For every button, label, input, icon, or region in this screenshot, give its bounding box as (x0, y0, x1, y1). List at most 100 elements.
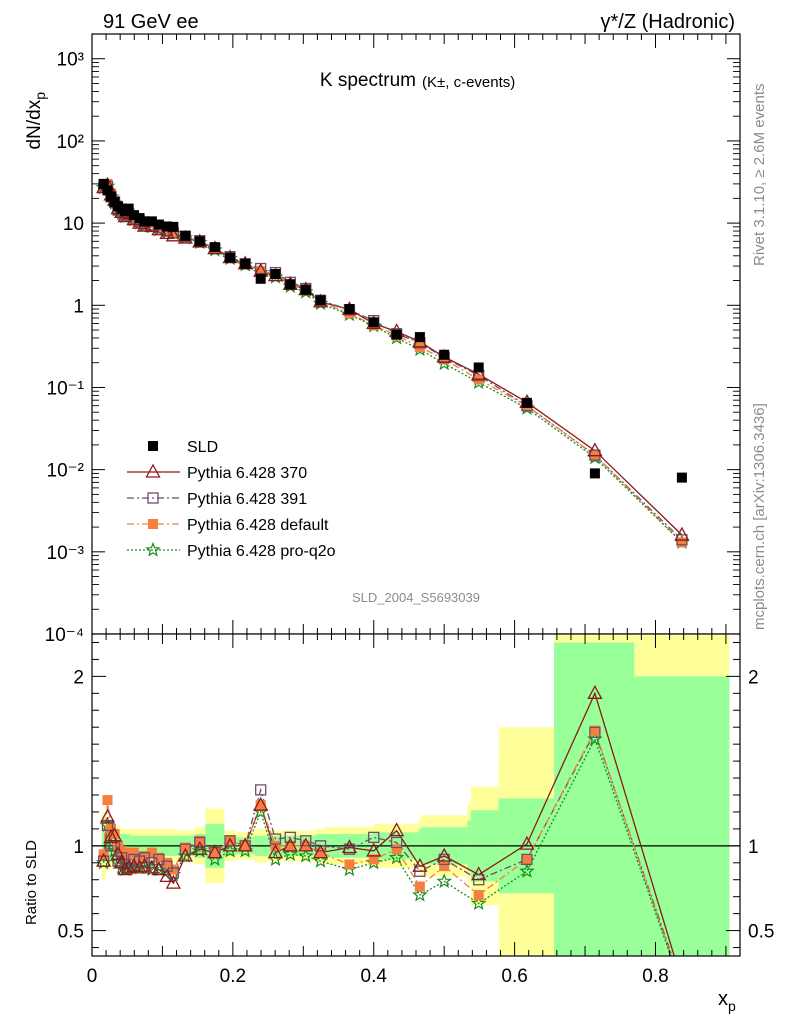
ratio-point (519, 863, 535, 878)
ratio-point (312, 852, 329, 868)
ratio-point (298, 847, 314, 863)
plot-title: K spectrum (320, 70, 416, 91)
legend-label: Pythia 6.428 370 (187, 465, 307, 482)
ratio-panel: 0.5 0.5 1 1 2 2 0 0.2 0.4 0.6 0.8 Ratio to SLD xp (23, 633, 774, 1014)
ratio-point (237, 837, 253, 852)
legend-marker (145, 541, 161, 557)
ratio-point (344, 859, 355, 870)
ratio-point (255, 800, 266, 811)
data-point (676, 537, 687, 548)
ratio-point (109, 828, 120, 839)
y-tick-label: 10⁻¹ (47, 378, 85, 399)
ratio-point (103, 829, 119, 844)
legend-entry: Pythia 6.428 370 (127, 463, 307, 482)
legend-entry: Pythia 6.428 default (127, 517, 329, 534)
ratio-point (255, 784, 267, 796)
ratio-point (521, 854, 532, 865)
x-tick-label: 0.8 (642, 966, 668, 987)
ratio-point (436, 847, 452, 862)
ratio-point (298, 837, 314, 852)
ratio-point (253, 796, 269, 811)
x-tick-label: 0 (87, 966, 98, 987)
ratio-point (192, 840, 208, 855)
data-point (255, 273, 266, 284)
ratio-point (144, 859, 160, 874)
legend-entry: Pythia 6.428 391 (127, 491, 307, 508)
ratio-point (224, 835, 236, 847)
data-point (589, 468, 600, 479)
ratio-point (314, 840, 327, 852)
data-point (153, 219, 164, 230)
y-tick-label: 1 (73, 296, 84, 317)
ratio-point (587, 684, 603, 699)
data-point (168, 227, 179, 238)
ratio-point (209, 847, 220, 858)
data-point (168, 221, 179, 232)
y-tick-label: 10⁻² (47, 461, 85, 482)
ratio-point (177, 847, 193, 862)
data-point (300, 284, 311, 295)
data-point (439, 349, 450, 360)
data-point (225, 252, 236, 263)
ratio-point (439, 861, 450, 872)
ratio-point (471, 866, 487, 881)
x-tick-label: 0.4 (361, 966, 388, 987)
ratio-point (341, 839, 358, 854)
inner-uncertainty-band (634, 676, 730, 956)
ratio-point (282, 837, 298, 852)
ratio-point (194, 835, 205, 846)
ratio-point (473, 889, 484, 900)
ratio-point (368, 831, 380, 844)
data-point (414, 332, 425, 343)
legend-marker (148, 441, 158, 451)
ratio-point (180, 842, 191, 853)
ratio-markers (96, 684, 603, 889)
ratio-point (110, 845, 126, 860)
data-point (128, 210, 139, 221)
spectrum-panel: 10⁻⁴ 10⁻³ 10⁻² 10⁻¹ 1 10 10² 10³ K spectrum (K±… (24, 33, 741, 646)
ratio-point (285, 840, 296, 851)
data-point (98, 178, 109, 189)
legend-marker (145, 463, 161, 478)
ratio-point (101, 819, 114, 832)
ratio-point (165, 874, 181, 889)
ratio-line (102, 730, 673, 956)
ratio-markers (97, 726, 601, 886)
data-point (473, 362, 484, 373)
y-tick-label: 10⁻⁴ (45, 625, 84, 646)
data-point (587, 442, 603, 457)
ratio-frame (91, 633, 741, 957)
analysis-id: SLD_2004_S5693039 (352, 590, 480, 605)
data-point (159, 225, 175, 240)
data-point (368, 317, 379, 328)
ratio-point (412, 857, 428, 872)
energy-label: 91 GeV ee (103, 11, 199, 33)
ratio-point (366, 842, 382, 857)
ratio-point (102, 795, 113, 806)
ratio-point (267, 844, 284, 859)
ratio-point (589, 726, 601, 738)
plot-subtitle: (K±, c-events) (422, 74, 515, 91)
x-tick-label: 0.2 (220, 966, 246, 987)
data-point (255, 266, 266, 277)
y-tick-label: 10⁻³ (47, 543, 85, 564)
main-series-group (95, 176, 690, 550)
mcplots-credit-text: mcplots.cern.ch [arXiv:1306.3436] (751, 403, 768, 630)
ratio-point (412, 886, 428, 902)
series-markers (98, 178, 687, 483)
ratio-point (161, 860, 173, 872)
ratio-point (589, 725, 600, 736)
ratio-point (168, 864, 179, 875)
ratio-point (521, 853, 533, 866)
ratio-y-tick-label: 0.5 (58, 922, 84, 943)
data-point (102, 185, 113, 196)
ratio-point (315, 847, 326, 858)
ratio-point (269, 833, 282, 845)
legend-entry: Pythia 6.428 pro-q2o (127, 541, 336, 560)
ratio-point (96, 852, 112, 867)
ratio-point (312, 844, 329, 859)
ratio-point (222, 842, 238, 858)
data-point (285, 279, 296, 290)
legend: SLD Pythia 6.428 370 Pythia 6.428 391 Pythi… (127, 439, 336, 560)
ratio-y-tick-label: 1 (73, 837, 84, 858)
